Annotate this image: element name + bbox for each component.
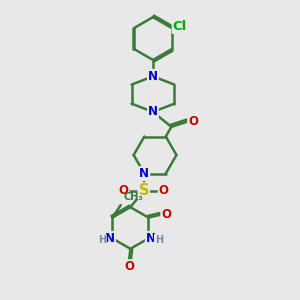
Text: O: O: [188, 115, 198, 128]
Text: Cl: Cl: [173, 20, 187, 33]
Text: CH₃: CH₃: [123, 191, 143, 202]
Text: O: O: [159, 184, 169, 197]
Text: O: O: [161, 208, 171, 221]
Text: N: N: [148, 70, 158, 83]
Text: N: N: [146, 232, 156, 245]
Text: N: N: [105, 232, 115, 245]
Text: S: S: [139, 183, 149, 198]
Text: O: O: [119, 184, 129, 197]
Text: O: O: [124, 260, 134, 273]
Text: H: H: [98, 235, 106, 245]
Text: H: H: [155, 235, 163, 245]
Text: N: N: [148, 106, 158, 118]
Text: N: N: [140, 167, 149, 180]
